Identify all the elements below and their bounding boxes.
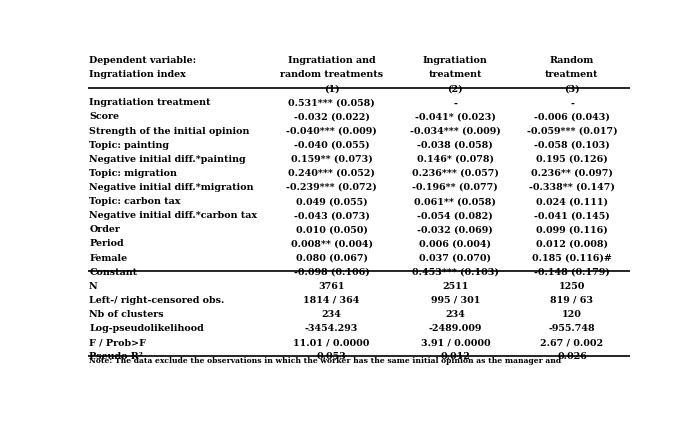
Text: 0.037 (0.070): 0.037 (0.070)	[419, 253, 491, 262]
Text: treatment: treatment	[428, 70, 482, 79]
Text: 120: 120	[562, 310, 582, 319]
Text: Ingratiation treatment: Ingratiation treatment	[89, 98, 211, 107]
Text: Left-/ right-censored obs.: Left-/ right-censored obs.	[89, 296, 225, 305]
Text: -0.043 (0.073): -0.043 (0.073)	[294, 211, 370, 220]
Text: -0.054 (0.082): -0.054 (0.082)	[417, 211, 494, 220]
Text: 995 / 301: 995 / 301	[430, 296, 480, 305]
Text: Topic: carbon tax: Topic: carbon tax	[89, 197, 181, 206]
Text: 2511: 2511	[442, 282, 468, 291]
Text: -0.032 (0.069): -0.032 (0.069)	[417, 225, 494, 234]
Text: Pseudo R²: Pseudo R²	[89, 352, 143, 361]
Text: (1): (1)	[324, 84, 340, 93]
Text: treatment: treatment	[545, 70, 598, 79]
Text: 0.049 (0.055): 0.049 (0.055)	[296, 197, 368, 206]
Text: -0.006 (0.043): -0.006 (0.043)	[534, 112, 610, 121]
Text: Strength of the initial opinion: Strength of the initial opinion	[89, 127, 249, 135]
Text: random treatments: random treatments	[280, 70, 383, 79]
Text: 0.026: 0.026	[557, 352, 587, 361]
Text: Female: Female	[89, 253, 127, 262]
Text: F / Prob>F: F / Prob>F	[89, 338, 146, 347]
Text: Ingratiation and: Ingratiation and	[288, 56, 375, 65]
Text: 0.061** (0.058): 0.061** (0.058)	[414, 197, 496, 206]
Text: -: -	[570, 98, 574, 107]
Text: Negative initial diff.*carbon tax: Negative initial diff.*carbon tax	[89, 211, 257, 220]
Text: 0.099 (0.116): 0.099 (0.116)	[536, 225, 608, 234]
Text: -0.338** (0.147): -0.338** (0.147)	[529, 183, 615, 192]
Text: 3.91 / 0.0000: 3.91 / 0.0000	[421, 338, 490, 347]
Text: 0.185 (0.116)#: 0.185 (0.116)#	[532, 253, 612, 262]
Text: -0.196** (0.077): -0.196** (0.077)	[412, 183, 498, 192]
Text: 1250: 1250	[559, 282, 585, 291]
Text: 0.012: 0.012	[440, 352, 470, 361]
Text: -0.034*** (0.009): -0.034*** (0.009)	[410, 127, 500, 135]
Text: 3761: 3761	[318, 282, 345, 291]
Text: 0.010 (0.050): 0.010 (0.050)	[295, 225, 368, 234]
Text: Nb of clusters: Nb of clusters	[89, 310, 164, 319]
Text: -0.041* (0.023): -0.041* (0.023)	[415, 112, 496, 121]
Text: Negative initial diff.*migration: Negative initial diff.*migration	[89, 183, 253, 192]
Text: -0.059*** (0.017): -0.059*** (0.017)	[526, 127, 617, 135]
Text: -0.148 (0.179): -0.148 (0.179)	[534, 268, 610, 276]
Text: Topic: painting: Topic: painting	[89, 141, 169, 150]
Text: 0.159** (0.073): 0.159** (0.073)	[290, 155, 372, 164]
Text: Ingratiation index: Ingratiation index	[89, 70, 186, 79]
Text: Period: Period	[89, 239, 124, 248]
Text: 1814 / 364: 1814 / 364	[303, 296, 360, 305]
Text: 0.240*** (0.052): 0.240*** (0.052)	[288, 169, 375, 178]
Text: -0.098 (0.106): -0.098 (0.106)	[294, 268, 370, 276]
Text: 0.012 (0.008): 0.012 (0.008)	[536, 239, 608, 248]
Text: -955.748: -955.748	[549, 324, 595, 333]
Text: 0.453*** (0.103): 0.453*** (0.103)	[412, 268, 499, 276]
Text: 234: 234	[322, 310, 342, 319]
Text: 819 / 63: 819 / 63	[550, 296, 594, 305]
Text: 0.024 (0.111): 0.024 (0.111)	[536, 197, 608, 206]
Text: N: N	[89, 282, 98, 291]
Text: 11.01 / 0.0000: 11.01 / 0.0000	[293, 338, 370, 347]
Text: Log-pseudolikelihood: Log-pseudolikelihood	[89, 324, 204, 333]
Text: 0.531*** (0.058): 0.531*** (0.058)	[288, 98, 375, 107]
Text: -0.032 (0.022): -0.032 (0.022)	[294, 112, 370, 121]
Text: Negative initial diff.*painting: Negative initial diff.*painting	[89, 155, 246, 164]
Text: 0.236*** (0.057): 0.236*** (0.057)	[412, 169, 499, 178]
Text: Order: Order	[89, 225, 120, 234]
Text: 0.008** (0.004): 0.008** (0.004)	[290, 239, 372, 248]
Text: Topic: migration: Topic: migration	[89, 169, 177, 178]
Text: (2): (2)	[447, 84, 463, 93]
Text: -0.038 (0.058): -0.038 (0.058)	[417, 141, 494, 150]
Text: -3454.293: -3454.293	[305, 324, 358, 333]
Text: (3): (3)	[564, 84, 580, 93]
Text: -0.040*** (0.009): -0.040*** (0.009)	[286, 127, 377, 135]
Text: -0.058 (0.103): -0.058 (0.103)	[534, 141, 610, 150]
Text: 234: 234	[445, 310, 466, 319]
Text: 0.006 (0.004): 0.006 (0.004)	[419, 239, 491, 248]
Text: Random: Random	[550, 56, 594, 65]
Text: Constant: Constant	[89, 268, 137, 276]
Text: Score: Score	[89, 112, 119, 121]
Text: Dependent variable:: Dependent variable:	[89, 56, 196, 65]
Text: -2489.009: -2489.009	[428, 324, 482, 333]
Text: -: -	[454, 98, 457, 107]
Text: 0.146* (0.078): 0.146* (0.078)	[416, 155, 494, 164]
Text: -0.041 (0.145): -0.041 (0.145)	[534, 211, 610, 220]
Text: Ingratiation: Ingratiation	[423, 56, 488, 65]
Text: 0.195 (0.126): 0.195 (0.126)	[536, 155, 608, 164]
Text: 0.053: 0.053	[316, 352, 346, 361]
Text: -0.040 (0.055): -0.040 (0.055)	[294, 141, 370, 150]
Text: -0.239*** (0.072): -0.239*** (0.072)	[286, 183, 377, 192]
Text: 0.080 (0.067): 0.080 (0.067)	[295, 253, 368, 262]
Text: 2.67 / 0.002: 2.67 / 0.002	[540, 338, 603, 347]
Text: 0.236** (0.097): 0.236** (0.097)	[531, 169, 613, 178]
Text: Note: The data exclude the observations in which the worker has the same initial: Note: The data exclude the observations …	[89, 357, 561, 366]
